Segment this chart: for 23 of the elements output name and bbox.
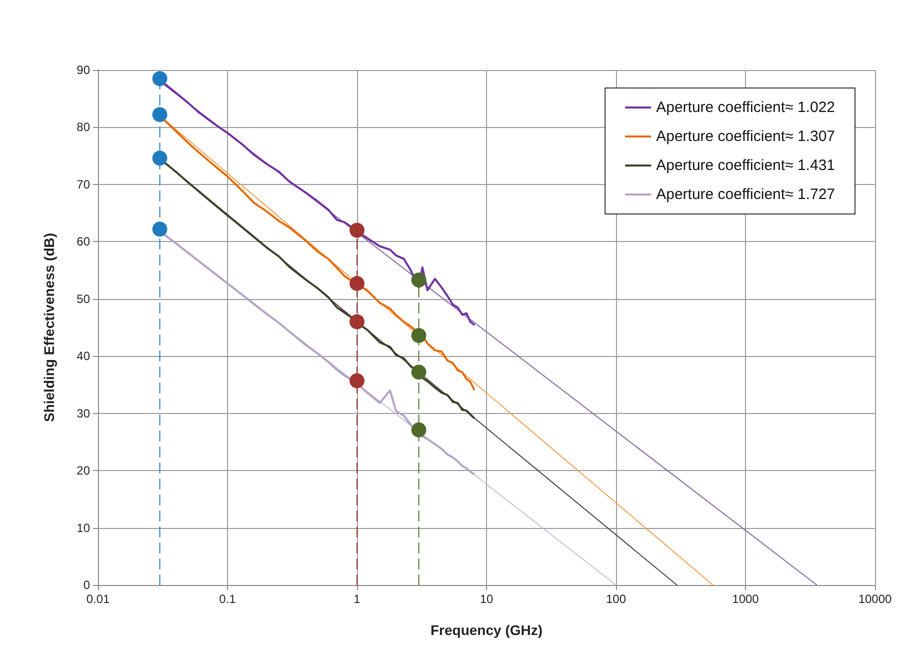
- y-tick-label: 0: [83, 578, 90, 592]
- y-tick-label: 80: [76, 120, 90, 134]
- x-axis-title: Frequency (GHz): [430, 622, 543, 638]
- legend-label: Aperture coefficient≈ 1.727: [656, 186, 836, 203]
- y-tick-label: 50: [76, 292, 90, 306]
- y-tick-label: 30: [76, 406, 90, 420]
- y-tick-label: 70: [76, 177, 90, 192]
- x-tick-label: 1000: [732, 592, 760, 606]
- y-tick-label: 40: [76, 349, 90, 364]
- legend-label: Aperture coefficient≈ 1.431: [656, 157, 836, 174]
- y-tick-label: 10: [76, 520, 90, 535]
- y-axis-title: Shielding Effectiveness (dB): [41, 232, 57, 422]
- x-tick-label: 0.01: [86, 592, 110, 606]
- y-tick-label: 20: [76, 464, 90, 478]
- x-tick-label: 10000: [858, 592, 892, 606]
- legend-label: Aperture coefficient≈ 1.022: [656, 99, 836, 116]
- x-tick-label: 10: [480, 592, 494, 606]
- x-tick-label: 0.1: [219, 592, 236, 606]
- x-tick-label: 100: [606, 592, 626, 606]
- x-tick-label: 1: [354, 592, 361, 606]
- y-tick-label: 60: [76, 234, 90, 249]
- y-tick-label: 90: [76, 63, 90, 77]
- legend-label: Aperture coefficient≈ 1.307: [656, 128, 836, 145]
